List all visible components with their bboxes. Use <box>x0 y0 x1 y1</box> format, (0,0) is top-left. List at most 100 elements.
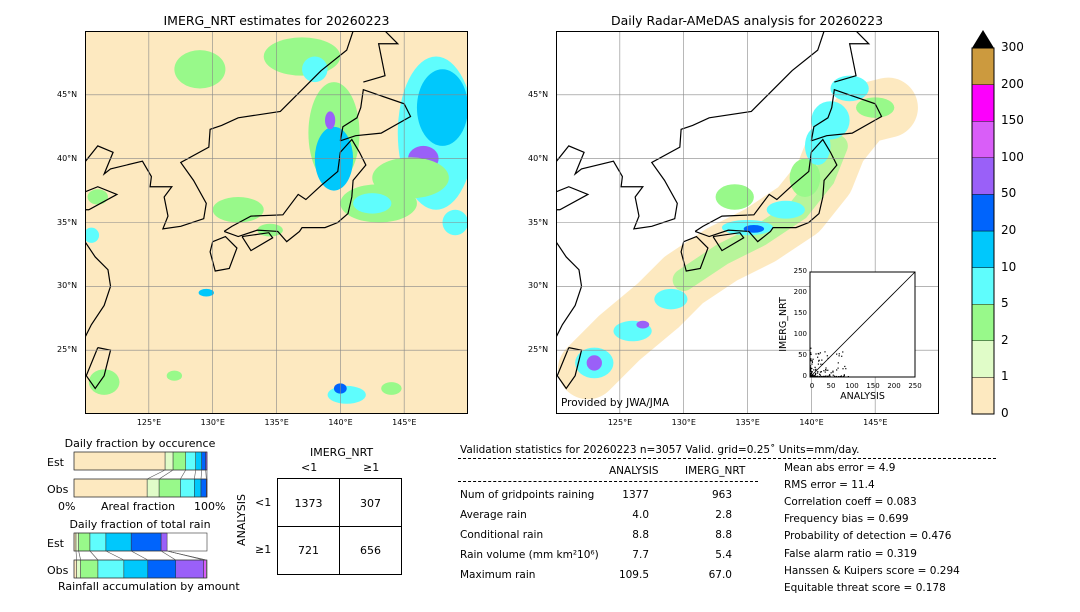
scatter-point <box>843 374 845 376</box>
rain-area <box>715 184 754 210</box>
rain-area <box>327 385 366 404</box>
scatter-point <box>818 353 820 355</box>
scatter-point <box>810 369 812 371</box>
scatter-point <box>818 375 820 378</box>
map2-title: Daily Radar-AMeDAS analysis for 20260223 <box>610 13 884 28</box>
colorbar-bin <box>971 377 995 415</box>
ct-col-ge1: ≥1 <box>363 461 380 474</box>
scatter-point <box>817 356 819 358</box>
lon-tick: 125°E <box>607 418 633 427</box>
connector-line <box>78 550 81 561</box>
scatter-point <box>811 363 813 365</box>
scatter-point <box>810 372 813 374</box>
bar-segment <box>180 478 195 498</box>
scatter-point <box>814 375 816 378</box>
rainfrac-bars <box>73 532 208 579</box>
bar-segment <box>97 559 125 579</box>
rain-area <box>353 193 392 214</box>
scatter-point <box>826 355 828 357</box>
scatter-xlabel: ANALYSIS <box>840 391 885 402</box>
scatter-point <box>813 369 815 371</box>
frame <box>556 31 939 414</box>
divider <box>458 458 996 459</box>
scatter-point <box>819 374 822 376</box>
bar-segment <box>78 532 91 552</box>
occurrence-title: Daily fraction by occurence <box>64 437 216 450</box>
stat-analysis-value: 4.0 <box>632 509 649 521</box>
scatter-point <box>821 359 823 361</box>
scatter-point <box>811 367 813 370</box>
coastline-kyushu <box>680 235 709 272</box>
ct-col-title: IMERG_NRT <box>310 446 374 459</box>
scatter-xtick: 200 <box>887 382 900 390</box>
rain-area <box>766 200 805 219</box>
coastline-taiwan <box>556 347 583 390</box>
divider <box>458 481 758 482</box>
rain-area <box>166 370 183 381</box>
lat-tick: 25°N <box>528 345 549 355</box>
bar-segment <box>194 478 202 498</box>
scatter-ytick: 50 <box>798 351 807 359</box>
lat-tick: 40°N <box>528 153 549 163</box>
scatter-point <box>810 373 812 375</box>
occ-x1: 100% <box>194 500 226 513</box>
colorbar <box>971 30 995 415</box>
occ-obs-label: Obs <box>47 483 69 496</box>
scatter-ytick: 250 <box>794 267 807 275</box>
bar-segment <box>201 451 206 471</box>
scatter-point <box>811 360 814 362</box>
scatter-point <box>844 365 846 368</box>
scatter-point <box>827 369 829 371</box>
stat-label: Num of gridpoints raining <box>460 489 595 501</box>
rain-area <box>743 225 765 233</box>
scatter-point <box>815 368 817 370</box>
scatter-point <box>830 372 832 374</box>
rain-area <box>87 189 108 205</box>
lat-tick: 40°N <box>57 153 78 163</box>
colorbar-bin <box>971 267 995 305</box>
occ-xlabel: Areal fraction <box>101 500 176 513</box>
lat-tick: 25°N <box>57 345 78 355</box>
stat-analysis-value: 109.5 <box>618 569 649 581</box>
scatter-point <box>810 347 812 349</box>
rain-obs-label: Obs <box>47 564 69 577</box>
scatter-point <box>842 368 844 370</box>
bar-segment <box>73 559 77 579</box>
lon-tick: 130°E <box>671 418 696 427</box>
coastline-shikoku <box>712 232 745 252</box>
rain-area <box>302 56 328 83</box>
stat-analysis-value: 7.7 <box>632 549 649 561</box>
ct-row-lt1: <1 <box>255 496 272 509</box>
ct-cell: 721 <box>298 544 319 557</box>
bar-segment <box>75 532 79 552</box>
scatter-point <box>810 352 812 354</box>
scatter-point <box>845 368 847 370</box>
rain-area <box>416 69 468 146</box>
connector-line <box>205 469 207 480</box>
colorbar-label: 20 <box>1001 223 1017 237</box>
scatter-ytick: 200 <box>794 288 807 296</box>
score-line: Mean abs error = 4.9 <box>784 462 896 474</box>
coastline-taiwan <box>85 347 112 390</box>
coastline-hokkaido <box>339 88 412 142</box>
ct-col-lt1: <1 <box>301 461 318 474</box>
rain-area <box>372 157 449 199</box>
scatter-point <box>847 375 849 378</box>
scatter-point <box>838 355 840 357</box>
bar-segment <box>195 451 202 471</box>
bar-segment <box>160 532 168 552</box>
scatter-point <box>810 366 812 368</box>
rainfrac-title: Daily fraction of total rain <box>69 518 211 531</box>
rain-area <box>636 320 650 329</box>
colorbar-bin <box>971 47 995 85</box>
lon-tick: 145°E <box>392 418 417 427</box>
rain-area <box>381 382 402 395</box>
scatter-point <box>821 363 824 366</box>
colorbar-label: 150 <box>1001 113 1024 128</box>
rain-area <box>811 101 850 140</box>
scatter-point <box>811 371 813 373</box>
rain-area <box>830 75 869 102</box>
score-line: RMS error = 11.4 <box>784 479 875 492</box>
stat-imerg-value: 5.4 <box>715 549 732 561</box>
scatter-point <box>811 374 813 377</box>
